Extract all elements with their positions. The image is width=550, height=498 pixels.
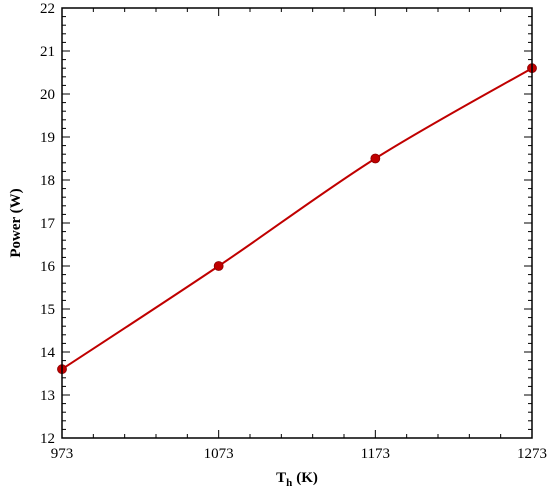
y-tick-label: 12 bbox=[40, 431, 55, 447]
x-axis-title-main: T bbox=[276, 470, 286, 486]
y-tick-label: 22 bbox=[40, 1, 55, 17]
y-tick-label: 13 bbox=[40, 388, 55, 404]
y-tick-label: 18 bbox=[40, 173, 55, 189]
series-layer bbox=[57, 63, 537, 375]
x-tick-label: 1273 bbox=[517, 446, 547, 462]
x-tick-label: 1173 bbox=[361, 446, 390, 462]
x-tick-label: 1073 bbox=[204, 446, 234, 462]
x-axis-title-subscript: h bbox=[286, 477, 292, 489]
y-tick-label: 21 bbox=[40, 44, 55, 60]
y-tick-label: 14 bbox=[40, 345, 56, 361]
y-tick-label: 20 bbox=[40, 87, 55, 103]
y-tick-label: 17 bbox=[40, 216, 56, 232]
series-line bbox=[61, 67, 533, 371]
x-axis-title-unit: (K) bbox=[296, 470, 318, 486]
x-tick-label: 973 bbox=[51, 446, 74, 462]
y-tick-label: 16 bbox=[40, 259, 56, 275]
data-point bbox=[213, 261, 224, 271]
data-point bbox=[370, 153, 381, 164]
y-tick-label: 15 bbox=[40, 302, 55, 318]
y-axis-title: Power (W) bbox=[8, 188, 24, 257]
ticks-layer: 12 13 14 15 16 17 18 19 20 21 22 973 1073 1173 1273 bbox=[40, 1, 547, 462]
x-axis-title: Th (K) bbox=[276, 470, 318, 489]
y-tick-label: 19 bbox=[40, 130, 55, 146]
plot-frame bbox=[61, 7, 533, 439]
